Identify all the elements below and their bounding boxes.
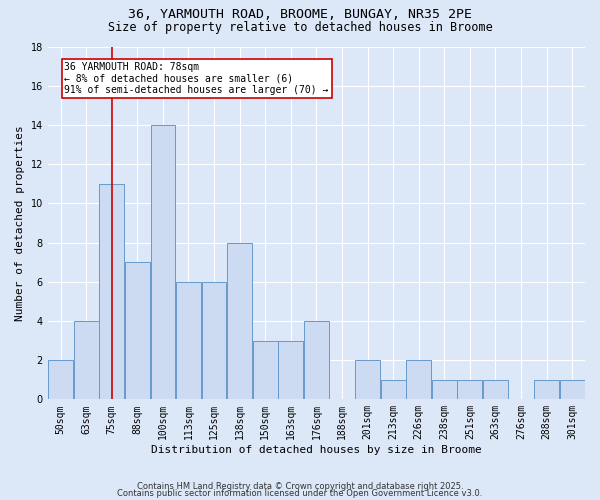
- Bar: [381, 380, 406, 400]
- Bar: [355, 360, 380, 400]
- Bar: [100, 184, 124, 400]
- Bar: [278, 340, 303, 400]
- Bar: [48, 360, 73, 400]
- Bar: [176, 282, 201, 400]
- Bar: [202, 282, 226, 400]
- Text: Contains HM Land Registry data © Crown copyright and database right 2025.: Contains HM Land Registry data © Crown c…: [137, 482, 463, 491]
- Bar: [227, 242, 252, 400]
- Bar: [406, 360, 431, 400]
- Bar: [74, 321, 98, 400]
- Text: Contains public sector information licensed under the Open Government Licence v3: Contains public sector information licen…: [118, 490, 482, 498]
- Text: 36, YARMOUTH ROAD, BROOME, BUNGAY, NR35 2PE: 36, YARMOUTH ROAD, BROOME, BUNGAY, NR35 …: [128, 8, 472, 20]
- Text: Size of property relative to detached houses in Broome: Size of property relative to detached ho…: [107, 21, 493, 34]
- Bar: [125, 262, 150, 400]
- Text: 36 YARMOUTH ROAD: 78sqm
← 8% of detached houses are smaller (6)
91% of semi-deta: 36 YARMOUTH ROAD: 78sqm ← 8% of detached…: [64, 62, 329, 96]
- Bar: [560, 380, 584, 400]
- Bar: [534, 380, 559, 400]
- Bar: [151, 125, 175, 400]
- Bar: [483, 380, 508, 400]
- Bar: [432, 380, 457, 400]
- Bar: [253, 340, 278, 400]
- Y-axis label: Number of detached properties: Number of detached properties: [15, 125, 25, 321]
- Bar: [304, 321, 329, 400]
- Bar: [457, 380, 482, 400]
- X-axis label: Distribution of detached houses by size in Broome: Distribution of detached houses by size …: [151, 445, 482, 455]
